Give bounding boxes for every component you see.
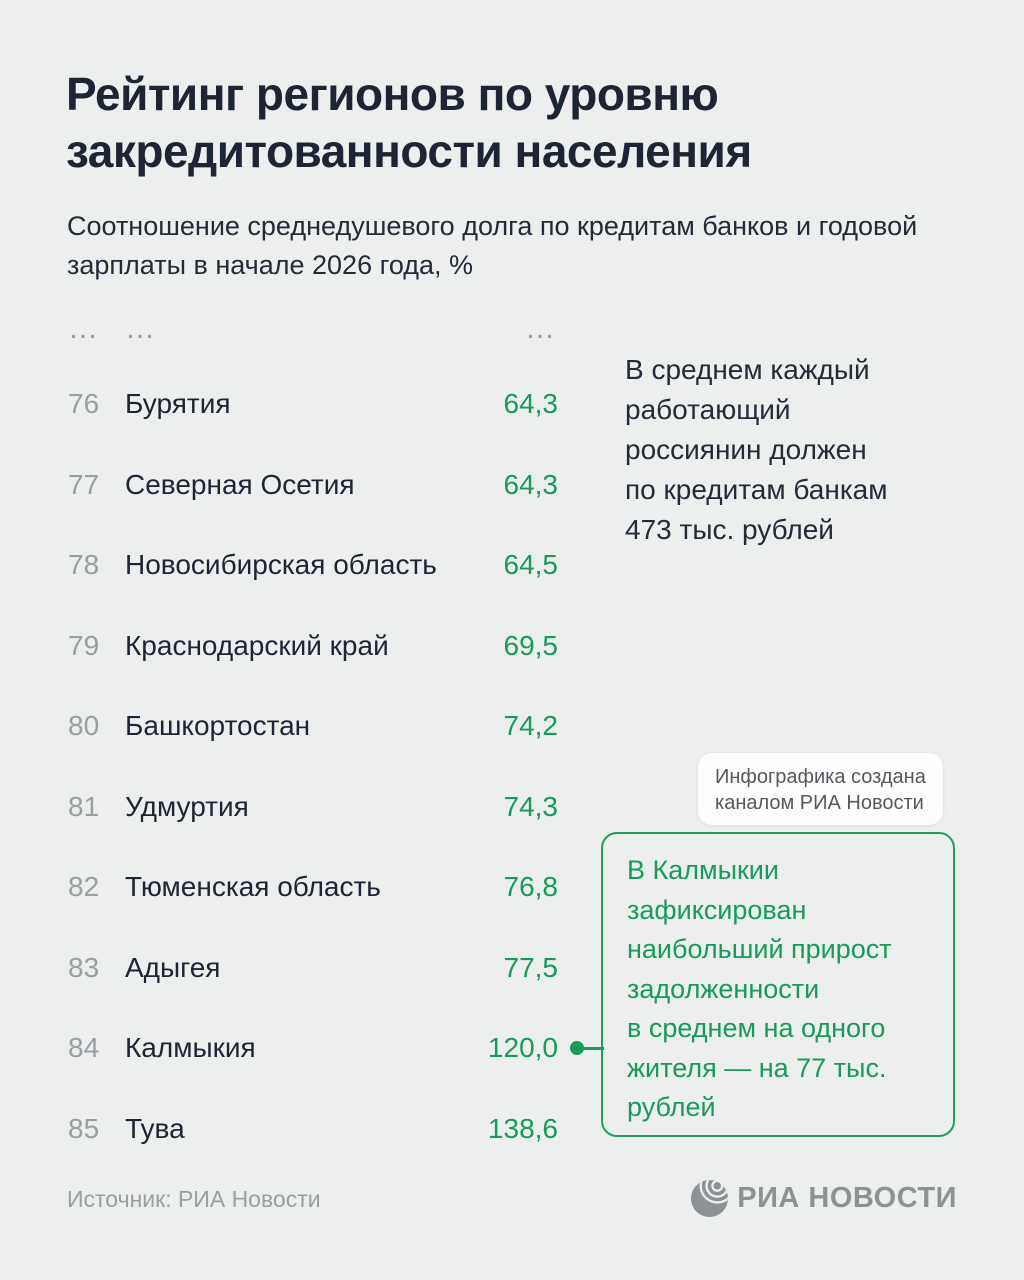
average-debt-note: В среднем каждый работающий россиянин до… (625, 354, 888, 545)
callout-connector-line (577, 1047, 604, 1050)
ria-novosti-logo: РИА НОВОСТИ (691, 1180, 957, 1217)
debt-value: 74,2 (503, 710, 559, 742)
infographic-credit-box: Инфографика создана каналом РИА Новости (698, 753, 943, 825)
rank: 85 (68, 1112, 100, 1144)
region-name: Северная Осетия (125, 468, 355, 500)
region-name: Краснодарский край (125, 629, 389, 661)
debt-value: 138,6 (487, 1112, 558, 1144)
table-row: 77 Северная Осетия 64,3 (68, 445, 558, 526)
table-truncation-row: … … … (68, 312, 558, 346)
region-ellipsis: … (125, 312, 158, 345)
rank: 80 (68, 710, 100, 742)
debt-value: 74,3 (503, 790, 559, 822)
ria-globe-icon (691, 1180, 729, 1217)
debt-value: 77,5 (503, 951, 559, 983)
region-name: Тува (125, 1112, 185, 1144)
region-name: Бурятия (125, 388, 231, 420)
rank: 79 (68, 629, 100, 661)
region-name: Башкортостан (125, 710, 311, 742)
table-row: 80 Башкортостан 74,2 (68, 686, 558, 767)
region-name: Новосибирская область (125, 549, 437, 581)
rank: 77 (68, 468, 100, 500)
table-row: 85 Тува 138,6 (68, 1089, 558, 1170)
rank: 81 (68, 790, 100, 822)
region-name: Тюменская область (125, 871, 381, 903)
table-row: 81 Удмуртия 74,3 (68, 767, 558, 848)
table-row: 83 Адыгея 77,5 (68, 928, 558, 1009)
debt-value: 64,3 (503, 388, 559, 420)
table-row-highlighted: 84 Калмыкия 120,0 (68, 1008, 558, 1089)
debt-value: 64,5 (503, 549, 559, 581)
ria-logo-text: РИА НОВОСТИ (737, 1182, 957, 1214)
table-row: 76 Бурятия 64,3 (68, 364, 558, 445)
rank-ellipsis: … (68, 312, 101, 345)
debt-value: 76,8 (503, 871, 559, 903)
ranking-table: 76 Бурятия 64,3 77 Северная Осетия 64,3 … (68, 364, 558, 1169)
rank: 83 (68, 951, 100, 983)
rank: 84 (68, 1032, 100, 1064)
callout-connector-dot (570, 1041, 584, 1055)
table-row: 79 Краснодарский край 69,5 (68, 606, 558, 687)
page-subtitle: Соотношение среднедушевого долга по кред… (67, 211, 918, 280)
debt-value: 69,5 (503, 629, 559, 661)
rank: 76 (68, 388, 100, 420)
rank: 82 (68, 871, 100, 903)
region-name: Удмуртия (125, 790, 249, 822)
region-name: Калмыкия (125, 1032, 256, 1064)
rank: 78 (68, 549, 100, 581)
table-row: 78 Новосибирская область 64,5 (68, 525, 558, 606)
kalmykia-callout-box: В Калмыкии зафиксирован наибольший приро… (601, 832, 955, 1137)
region-name: Адыгея (125, 951, 221, 983)
value-ellipsis: … (525, 312, 558, 345)
source-label: Источник: РИА Новости (67, 1186, 321, 1212)
debt-value: 64,3 (503, 468, 559, 500)
page-title: Рейтинг регионов по уровню закредитованн… (66, 68, 752, 177)
debt-value: 120,0 (487, 1032, 558, 1064)
table-row: 82 Тюменская область 76,8 (68, 847, 558, 928)
